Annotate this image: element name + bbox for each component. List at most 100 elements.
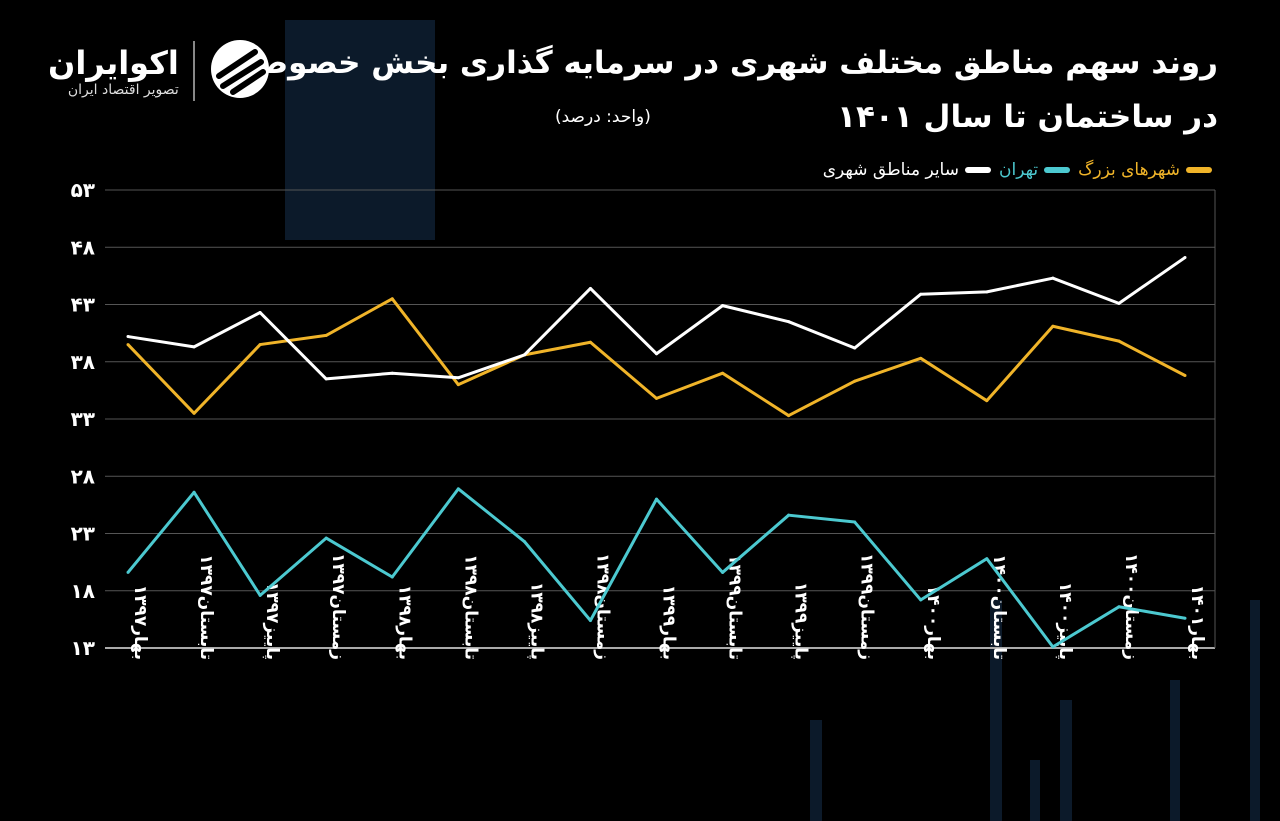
data-point <box>1051 324 1055 328</box>
x-tick-label: بهار۱۳۹۸ <box>394 585 414 660</box>
data-point <box>192 345 196 349</box>
data-point <box>456 383 460 387</box>
background-decoration <box>285 20 1260 821</box>
data-point <box>390 575 394 579</box>
x-tick-label: پاییز۱۴۰۰ <box>1055 582 1075 660</box>
data-point <box>655 497 658 501</box>
series-line-tehran <box>126 487 1186 649</box>
title-text: روند سهم مناطق مختلف شهری در سرمایه گذار… <box>226 45 1218 135</box>
background-bar <box>1250 600 1260 821</box>
data-point <box>324 333 328 337</box>
background-bar <box>1030 760 1040 821</box>
background-bar <box>1170 680 1180 821</box>
y-tick-label: ۵۳ <box>71 178 95 202</box>
logo-name: اکوایران <box>48 44 179 82</box>
x-tick-label: تابستان۱۴۰۰ <box>989 554 1009 660</box>
data-point <box>985 399 989 403</box>
data-point <box>588 286 592 290</box>
data-point <box>787 320 791 324</box>
legend-item-tehran: تهران <box>998 160 1071 180</box>
series-line-other-urban <box>127 256 1186 381</box>
x-tick-label: پاییز۱۳۹۷ <box>262 582 282 660</box>
legend-swatch <box>1186 167 1212 173</box>
legend-label: تهران <box>998 160 1039 180</box>
data-point <box>1183 256 1187 260</box>
x-tick-label: تابستان۱۳۹۷ <box>196 554 216 660</box>
x-tick-label: زمستان۱۳۹۹ <box>857 553 877 660</box>
data-point <box>919 292 923 296</box>
data-point <box>853 346 857 350</box>
data-point <box>522 540 526 544</box>
data-point <box>655 352 658 356</box>
data-point <box>126 343 130 347</box>
data-point <box>721 371 725 375</box>
legend-label: شهرهای بزرگ <box>1078 160 1180 180</box>
unit-wrap: (واحد: درصد) <box>555 90 661 144</box>
data-point <box>192 411 196 415</box>
x-tick-label: زمستان۱۴۰۰ <box>1121 553 1141 660</box>
data-point <box>126 335 130 339</box>
data-point <box>1051 645 1055 649</box>
y-tick-label: ۳۸ <box>71 350 95 374</box>
data-point <box>853 379 857 383</box>
x-tick-label: بهار۱۴۰۰ <box>923 585 943 660</box>
data-point <box>258 343 262 347</box>
unit-label: (واحد: درصد) <box>555 107 651 127</box>
background-bar <box>285 20 435 240</box>
legend: شهرهای بزرگ تهران سایر مناطق شهری <box>823 160 1212 180</box>
data-point <box>1117 605 1121 609</box>
legend-label: سایر مناطق شهری <box>822 160 959 180</box>
x-tick-label: تابستان۱۳۹۸ <box>460 554 480 660</box>
legend-swatch <box>1044 167 1071 173</box>
grid <box>105 189 1216 649</box>
y-tick-label: ۱۳ <box>71 636 95 660</box>
data-point <box>787 414 791 418</box>
background-bar <box>990 600 1002 821</box>
data-point <box>1183 616 1187 620</box>
background-bar <box>810 720 822 821</box>
data-point <box>1183 373 1187 377</box>
data-point <box>787 513 791 517</box>
series-lines <box>126 256 1187 649</box>
y-tick-label: ۴۳ <box>71 293 95 317</box>
y-tick-label: ۲۸ <box>71 464 95 488</box>
data-point <box>588 340 592 344</box>
x-tick-label: بهار۱۳۹۷ <box>130 585 150 660</box>
y-tick-label: ۳۳ <box>71 407 95 431</box>
data-point <box>456 376 460 380</box>
background-bar <box>1060 700 1072 821</box>
data-point <box>522 353 526 357</box>
x-tick-label: پاییز۱۳۹۸ <box>526 582 546 660</box>
data-point <box>655 396 658 400</box>
data-point <box>390 297 394 301</box>
legend-item-other-urban: سایر مناطق شهری <box>823 160 991 180</box>
data-point <box>390 371 394 375</box>
data-point <box>853 520 857 524</box>
x-tick-label: زمستان۱۳۹۷ <box>328 553 348 660</box>
data-point <box>721 304 725 308</box>
data-point <box>126 570 130 574</box>
data-point <box>985 557 989 561</box>
x-tick-label: بهار۱۴۰۱ <box>1187 585 1207 660</box>
y-axis: ۱۳ ۱۸ ۲۳ ۲۸ ۳۳ ۳۸ ۴۳ ۴۸ ۵۳ <box>71 178 95 660</box>
data-point <box>192 490 196 494</box>
data-point <box>985 290 989 294</box>
logo-divider <box>192 41 195 101</box>
x-tick-label: تابستان۱۳۹۹ <box>725 554 745 660</box>
x-tick-label: زمستان۱۳۹۸ <box>592 553 612 660</box>
logo-mark-icon <box>209 38 271 104</box>
data-point <box>721 570 725 574</box>
x-axis: بهار۱۳۹۷ تابستان۱۳۹۷ پاییز۱۳۹۷ زمستان۱۳۹۷ به… <box>130 553 1207 660</box>
x-tick-label: پاییز۱۳۹۹ <box>791 582 811 660</box>
data-point <box>1117 339 1121 343</box>
data-point <box>456 487 460 491</box>
data-point <box>324 377 328 381</box>
chart-title: روند سهم مناطق مختلف شهری در سرمایه گذار… <box>218 36 1218 144</box>
y-tick-label: ۱۸ <box>71 579 95 603</box>
data-point <box>588 619 592 623</box>
data-point <box>1117 301 1121 305</box>
data-point <box>258 311 262 315</box>
y-tick-label: ۴۸ <box>71 235 95 259</box>
y-tick-label: ۲۳ <box>71 522 95 546</box>
